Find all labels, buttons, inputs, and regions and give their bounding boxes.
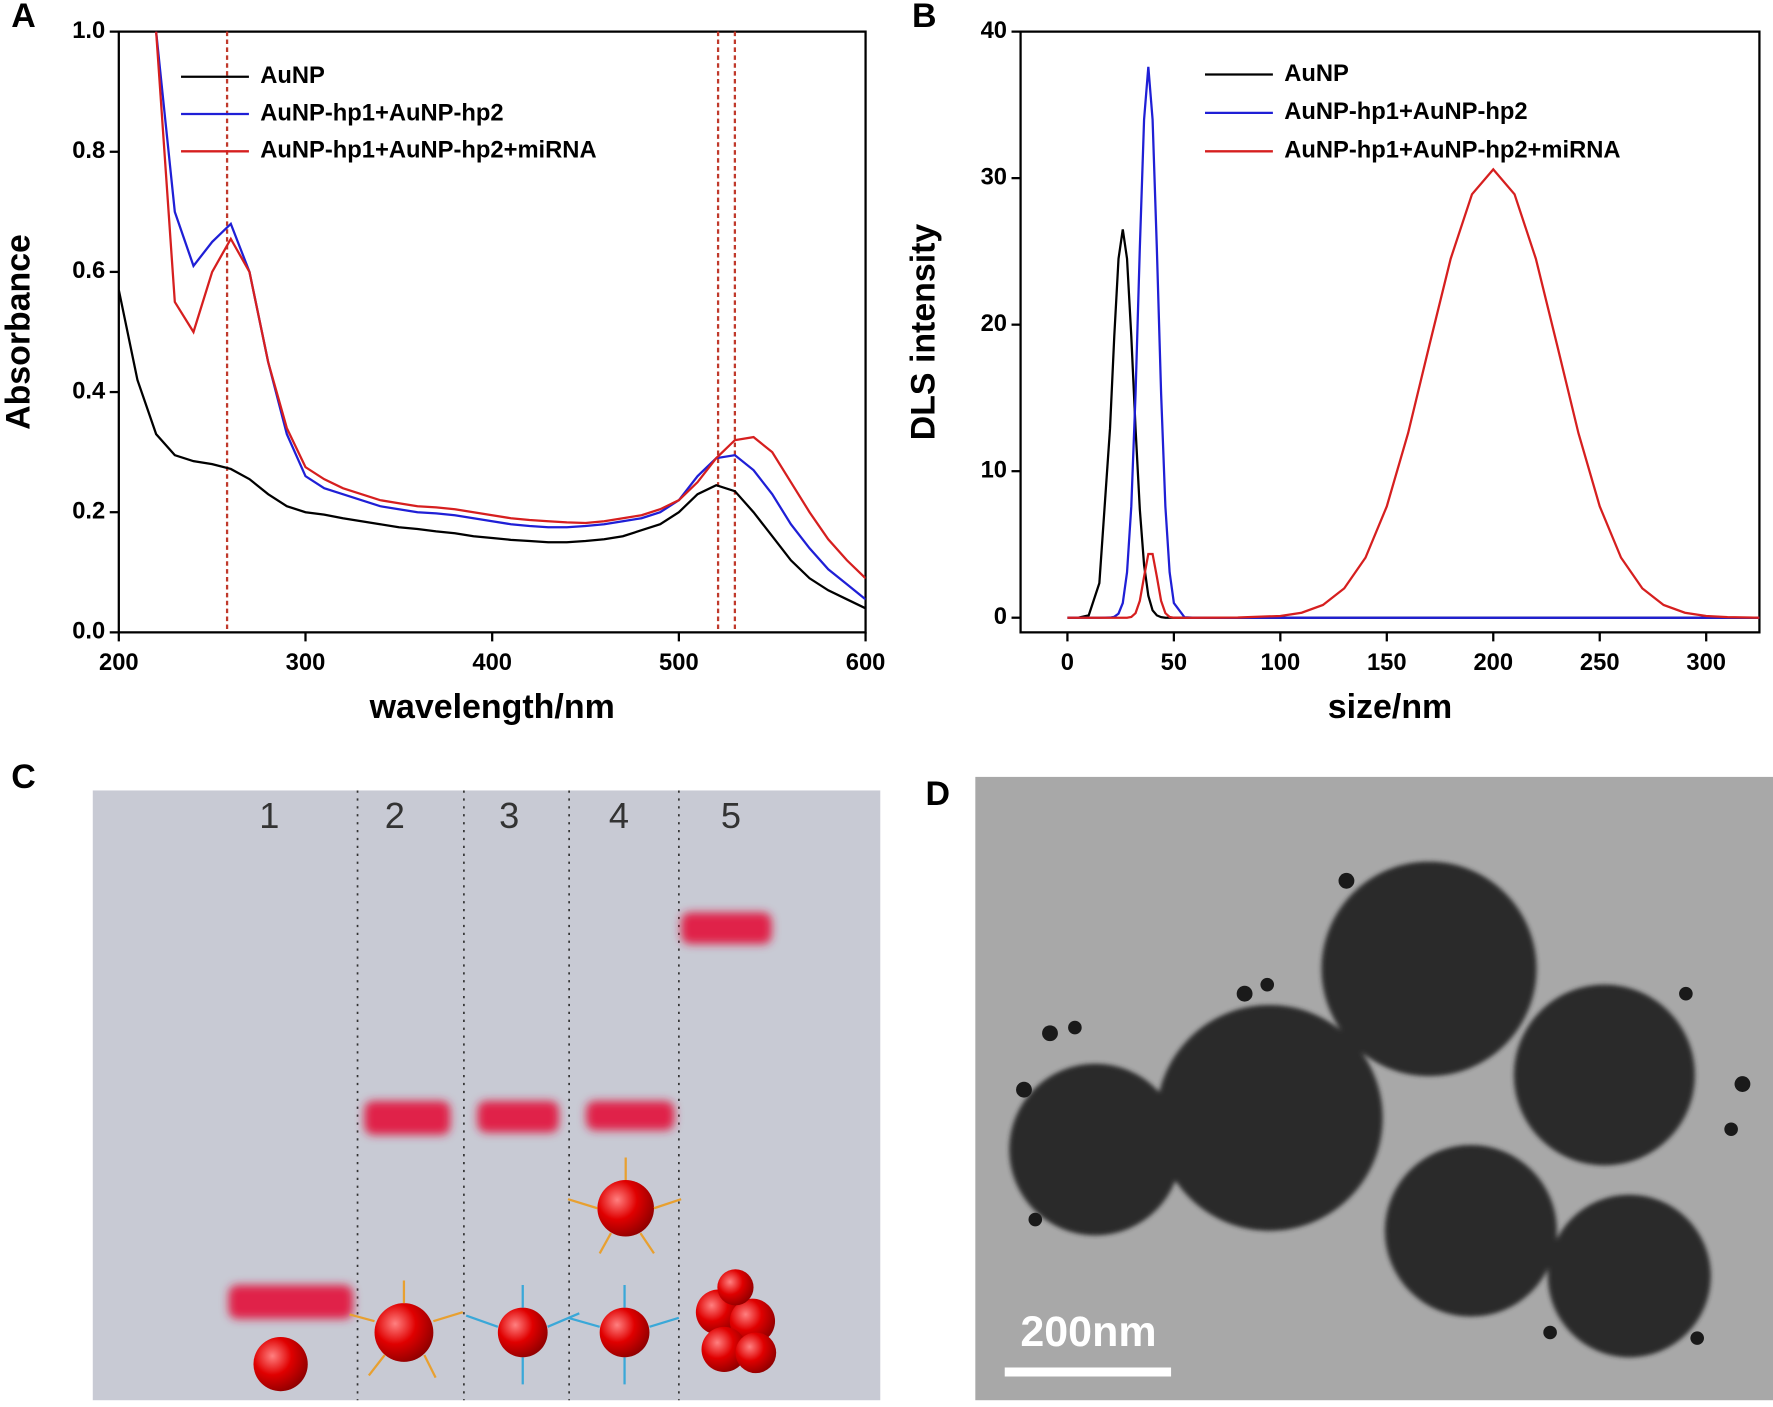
plot-frame <box>1019 30 1761 634</box>
legend-label: AuNP-hp1+AuNP-hp2+miRNA <box>260 138 596 164</box>
legend-label: AuNP <box>1284 61 1349 87</box>
legend-label: AuNP-hp1+AuNP-hp2 <box>260 100 503 126</box>
lane-label: 2 <box>385 795 405 836</box>
x-tick-label: 200 <box>1473 650 1513 676</box>
nanoparticle-icons <box>253 1157 777 1392</box>
y-tick-label: 0.0 <box>72 619 105 645</box>
y-tick-label: 10 <box>981 457 1007 483</box>
lane-label: 5 <box>721 795 741 836</box>
x-tick-label: 150 <box>1367 650 1407 676</box>
tem-particles <box>1009 861 1711 1358</box>
y-tick-label: 0 <box>994 604 1007 630</box>
x-tick-label: 600 <box>846 650 886 676</box>
x-tick-label: 100 <box>1261 650 1301 676</box>
lane-label: 4 <box>609 795 629 836</box>
lane-label: 1 <box>259 795 279 836</box>
lane-dividers <box>356 790 680 1401</box>
gel-panel: 1 2 3 4 5 C <box>11 758 881 1401</box>
data-line <box>1067 66 1760 619</box>
legend-label: AuNP <box>260 63 325 89</box>
legend-label: AuNP-hp1+AuNP-hp2+miRNA <box>1284 138 1620 164</box>
scale-bar-label: 200nm <box>1020 1308 1156 1356</box>
tem-small-particles <box>1016 872 1751 1345</box>
x-tick-label: 200 <box>99 650 139 676</box>
y-tick-label: 0.4 <box>72 378 106 404</box>
x-tick-label: 0 <box>1061 650 1074 676</box>
x-tick-label: 300 <box>1686 650 1726 676</box>
y-axis-label: DLS intensity <box>904 224 942 441</box>
gel-bands <box>228 912 772 1319</box>
data-line <box>1067 229 1760 619</box>
x-tick-label: 50 <box>1161 650 1187 676</box>
data-line <box>118 289 866 610</box>
x-tick-label: 250 <box>1580 650 1620 676</box>
y-tick-label: 30 <box>981 164 1007 190</box>
y-tick-label: 20 <box>981 311 1007 337</box>
y-tick-label: 0.6 <box>72 258 105 284</box>
y-tick-label: 0.2 <box>72 498 105 524</box>
y-tick-label: 40 <box>981 18 1007 44</box>
y-axis-label: Absorbance <box>0 234 37 430</box>
panel-letter: B <box>912 0 937 35</box>
panel-letter: A <box>11 0 36 35</box>
x-tick-label: 300 <box>286 650 326 676</box>
x-tick-label: 500 <box>659 650 699 676</box>
data-line <box>155 31 866 580</box>
panel-letter: D <box>926 775 951 813</box>
legend-label: AuNP-hp1+AuNP-hp2 <box>1284 99 1527 125</box>
x-axis-label: wavelength/nm <box>369 688 615 726</box>
panel-letter: C <box>11 758 36 796</box>
lane-label: 3 <box>499 795 519 836</box>
tem-panel: 200nm D <box>926 775 1773 1401</box>
x-axis-label: size/nm <box>1328 688 1452 726</box>
y-tick-label: 1.0 <box>72 18 105 44</box>
x-tick-label: 400 <box>472 650 512 676</box>
data-line <box>1067 167 1760 619</box>
y-tick-label: 0.8 <box>72 138 105 164</box>
